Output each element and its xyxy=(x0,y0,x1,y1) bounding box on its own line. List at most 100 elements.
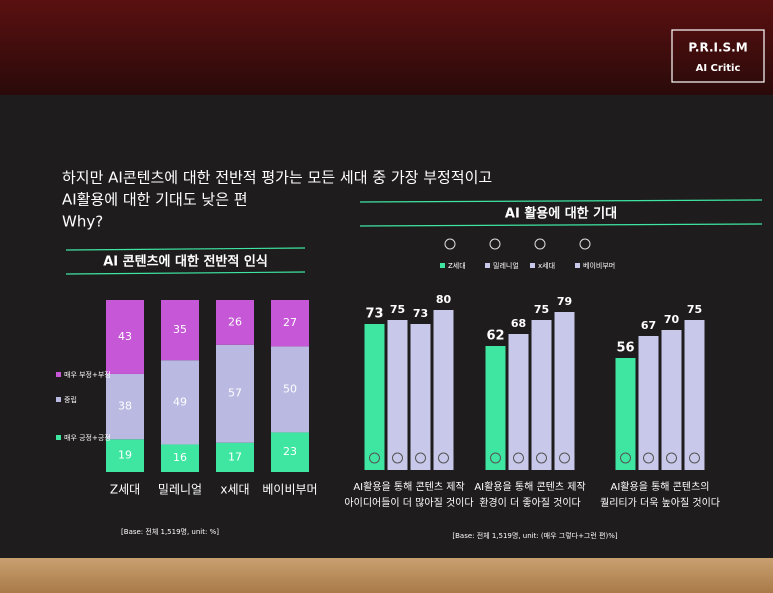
bar xyxy=(410,324,431,470)
bar-segment xyxy=(271,300,309,347)
data-label: 75 xyxy=(534,303,549,316)
bar-segment xyxy=(106,300,144,374)
data-label: 73 xyxy=(365,307,383,322)
data-label: 19 xyxy=(118,449,132,462)
data-label: 62 xyxy=(486,329,504,344)
title-rule xyxy=(359,223,763,227)
legend-swatch xyxy=(530,263,535,268)
bar xyxy=(485,346,506,470)
bar-icon xyxy=(536,452,547,464)
bar-segment xyxy=(161,444,199,472)
legend-swatch xyxy=(485,263,490,268)
stage-curtain xyxy=(0,0,773,95)
bar xyxy=(531,320,552,470)
bar xyxy=(615,358,636,470)
data-label: 70 xyxy=(664,313,680,326)
bar-segment xyxy=(161,300,199,361)
x-tick-label: AI활용을 통해 콘텐츠의 xyxy=(611,480,710,493)
data-label: 23 xyxy=(283,445,297,458)
data-label: 16 xyxy=(173,451,187,464)
legend-label: 매우 긍정+긍정 xyxy=(64,433,111,442)
data-label: 43 xyxy=(118,330,132,343)
data-label: 27 xyxy=(283,316,297,329)
bar xyxy=(387,320,408,470)
legend-label: 중립 xyxy=(64,396,77,404)
bar xyxy=(684,320,705,470)
bar-segment xyxy=(271,432,309,472)
bar xyxy=(638,336,659,470)
bar xyxy=(661,330,682,470)
bar xyxy=(364,324,385,470)
data-label: 73 xyxy=(413,307,428,320)
x-tick-label: Z세대 xyxy=(110,483,140,497)
chart-note: [Base: 전체 1,519명, unit: %] xyxy=(121,527,219,536)
legend-swatch xyxy=(440,263,445,268)
data-label: 38 xyxy=(118,400,132,413)
x-tick-label: 환경이 더 좋아질 것이다 xyxy=(479,496,581,509)
bar-icon xyxy=(392,452,403,464)
legend-label: x세대 xyxy=(538,261,555,270)
headline: Why? xyxy=(62,213,103,231)
data-label: 67 xyxy=(641,319,656,332)
title-rule xyxy=(65,247,306,251)
legend-icon xyxy=(534,238,546,250)
bar-icon xyxy=(438,452,449,464)
bar-icon xyxy=(513,452,524,464)
bar-icon xyxy=(559,452,570,464)
bar-segment xyxy=(106,373,144,440)
bar-icon xyxy=(689,452,700,464)
legend-icon xyxy=(489,238,501,250)
logo-subtitle: AI Critic xyxy=(696,63,741,74)
x-tick-label: 밀레니얼 xyxy=(158,483,202,497)
x-tick-label: x세대 xyxy=(220,483,249,497)
x-tick-label: 아이디어들이 더 많아질 것이다 xyxy=(344,497,473,509)
legend-label: 밀레니얼 xyxy=(493,261,519,270)
bar-segment xyxy=(271,346,309,433)
chart-note: [Base: 전체 1,519명, unit: (매우 그렇다+그런 편)%] xyxy=(452,531,617,540)
bar-icon xyxy=(490,452,501,464)
legend-swatch xyxy=(56,435,61,440)
bar xyxy=(508,334,529,470)
data-label: 57 xyxy=(228,387,242,400)
legend-swatch xyxy=(56,397,61,402)
bar-icon xyxy=(620,452,631,464)
chart-title: AI 활용에 대한 기대 xyxy=(505,206,617,222)
data-label: 79 xyxy=(557,295,572,308)
bar-segment xyxy=(216,442,254,472)
logo-box xyxy=(671,29,765,83)
bar-segment xyxy=(216,344,254,443)
bar-icon xyxy=(643,452,654,464)
logo-title: P.R.I.S.M xyxy=(688,41,747,55)
bar-icon xyxy=(369,452,380,464)
data-label: 56 xyxy=(616,341,634,356)
bar-segment xyxy=(161,360,199,445)
legend-swatch xyxy=(56,372,61,377)
headline: 하지만 AI콘텐츠에 대한 전반적 평가는 모든 세대 중 가장 부정적이고 xyxy=(62,169,492,187)
bar xyxy=(433,310,454,470)
headline: AI활용에 대한 기대도 낮은 편 xyxy=(62,191,248,209)
title-rule xyxy=(65,271,306,275)
data-label: 68 xyxy=(511,317,526,330)
bar-segment xyxy=(106,439,144,472)
legend-label: 베이비부머 xyxy=(583,261,615,270)
x-tick-label: AI활용을 통해 콘텐츠 제작 xyxy=(353,480,464,493)
data-label: 75 xyxy=(687,303,702,316)
legend-icon xyxy=(444,238,456,250)
data-label: 75 xyxy=(390,303,405,316)
data-label: 50 xyxy=(283,382,297,395)
x-tick-label: 베이비부머 xyxy=(262,483,317,497)
stage-floor xyxy=(0,558,773,593)
data-label: 49 xyxy=(173,395,187,408)
legend-label: 매우 부정+부정 xyxy=(64,370,111,379)
chart-title: AI 콘텐츠에 대한 전반적 인식 xyxy=(103,254,268,270)
legend-icon xyxy=(579,238,591,250)
title-rule xyxy=(359,199,763,203)
x-tick-label: 퀄리티가 더욱 높아질 것이다 xyxy=(600,497,720,509)
data-label: 26 xyxy=(228,315,242,328)
bar-segment xyxy=(216,300,254,345)
data-label: 17 xyxy=(228,450,242,463)
bar xyxy=(554,312,575,470)
legend-swatch xyxy=(575,263,580,268)
